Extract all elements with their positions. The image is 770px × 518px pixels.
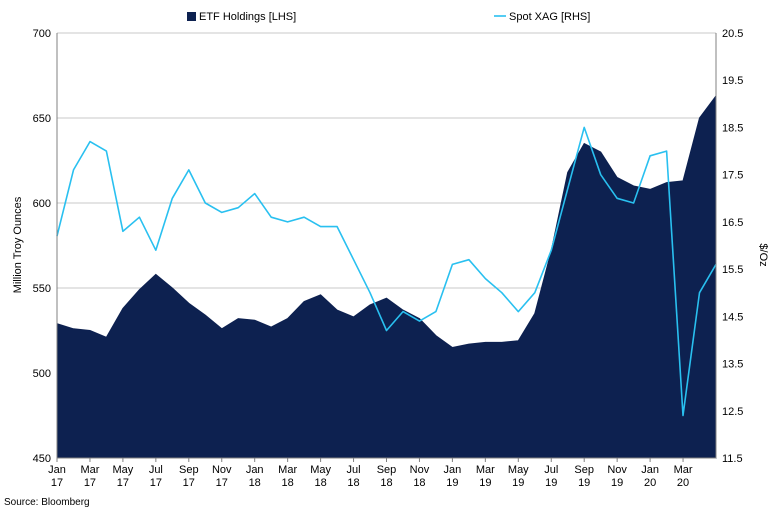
right-tick-label: 13.5 [722,359,743,371]
x-tick-year: 18 [347,477,359,489]
x-tick-month: Nov [410,464,430,476]
right-tick-label: 18.5 [722,122,743,134]
x-tick-year: 19 [611,477,623,489]
right-axis-ticks: 11.5 12.5 13.5 14.5 15.5 16.5 17.5 18.5 19.5 20.5 [722,28,743,465]
left-tick-label: 650 [33,113,51,125]
legend: ETF Holdings [LHS] Spot XAG [RHS] [187,11,590,23]
x-tick-month: May [508,464,529,476]
spot-xag-line-layer [56,126,717,417]
x-tick-month: Nov [212,464,232,476]
right-tick-label: 19.5 [722,75,743,87]
right-axis-title: $/Oz [757,243,769,266]
x-tick-month: Sep [377,464,397,476]
left-tick-label: 700 [33,28,51,40]
x-tick-year: 18 [380,477,392,489]
right-tick-label: 11.5 [722,453,743,465]
x-tick-year: 18 [413,477,425,489]
left-axis-ticks: 450 500 550 600 650 700 [33,28,51,465]
x-tick-year: 19 [512,477,524,489]
x-tick-month: Sep [179,464,199,476]
x-tick-year: 17 [150,477,162,489]
right-tick-label: 20.5 [722,28,743,40]
x-tick-month: Mar [80,464,99,476]
x-tick-year: 17 [183,477,195,489]
right-tick-label: 17.5 [722,170,743,182]
x-tick-year: 17 [216,477,228,489]
x-tick-month: Jan [246,464,264,476]
x-tick-year: 19 [578,477,590,489]
x-tick-month: Jan [641,464,659,476]
right-tick-label: 14.5 [722,311,743,323]
x-tick-year: 17 [117,477,129,489]
x-tick-year: 18 [282,477,294,489]
x-tick-month: Nov [607,464,627,476]
left-tick-label: 600 [33,198,51,210]
x-tick-year: 19 [545,477,557,489]
left-tick-label: 450 [33,453,51,465]
x-axis-ticks: Jan17Mar17May17Jul17Sep17Nov17Jan18Mar18… [48,458,693,489]
x-tick-month: Sep [574,464,594,476]
left-tick-label: 500 [33,368,51,380]
right-tick-label: 16.5 [722,217,743,229]
legend-swatch-etf [187,12,196,21]
x-tick-year: 20 [677,477,689,489]
right-tick-label: 15.5 [722,264,743,276]
left-tick-label: 550 [33,283,51,295]
x-tick-month: Mar [674,464,693,476]
left-axis-title: Million Troy Ounces [12,196,24,293]
x-tick-year: 18 [249,477,261,489]
etf-holdings-area-layer [56,94,717,459]
source-note: Source: Bloomberg [4,497,90,508]
x-tick-month: May [113,464,134,476]
x-tick-month: Mar [476,464,495,476]
x-tick-month: May [310,464,331,476]
x-tick-year: 18 [314,477,326,489]
x-tick-year: 17 [51,477,63,489]
x-tick-month: Jul [544,464,558,476]
x-tick-year: 19 [479,477,491,489]
x-tick-year: 19 [446,477,458,489]
x-tick-year: 17 [84,477,96,489]
right-tick-label: 12.5 [722,406,743,418]
legend-label-etf: ETF Holdings [LHS] [199,11,296,23]
x-tick-year: 20 [644,477,656,489]
x-tick-month: Jan [444,464,462,476]
x-tick-month: Mar [278,464,297,476]
legend-label-xag: Spot XAG [RHS] [509,11,590,23]
x-tick-month: Jul [347,464,361,476]
x-tick-month: Jan [48,464,66,476]
spot-xag-line [56,126,717,417]
x-tick-month: Jul [149,464,163,476]
etf-holdings-area [56,94,717,459]
